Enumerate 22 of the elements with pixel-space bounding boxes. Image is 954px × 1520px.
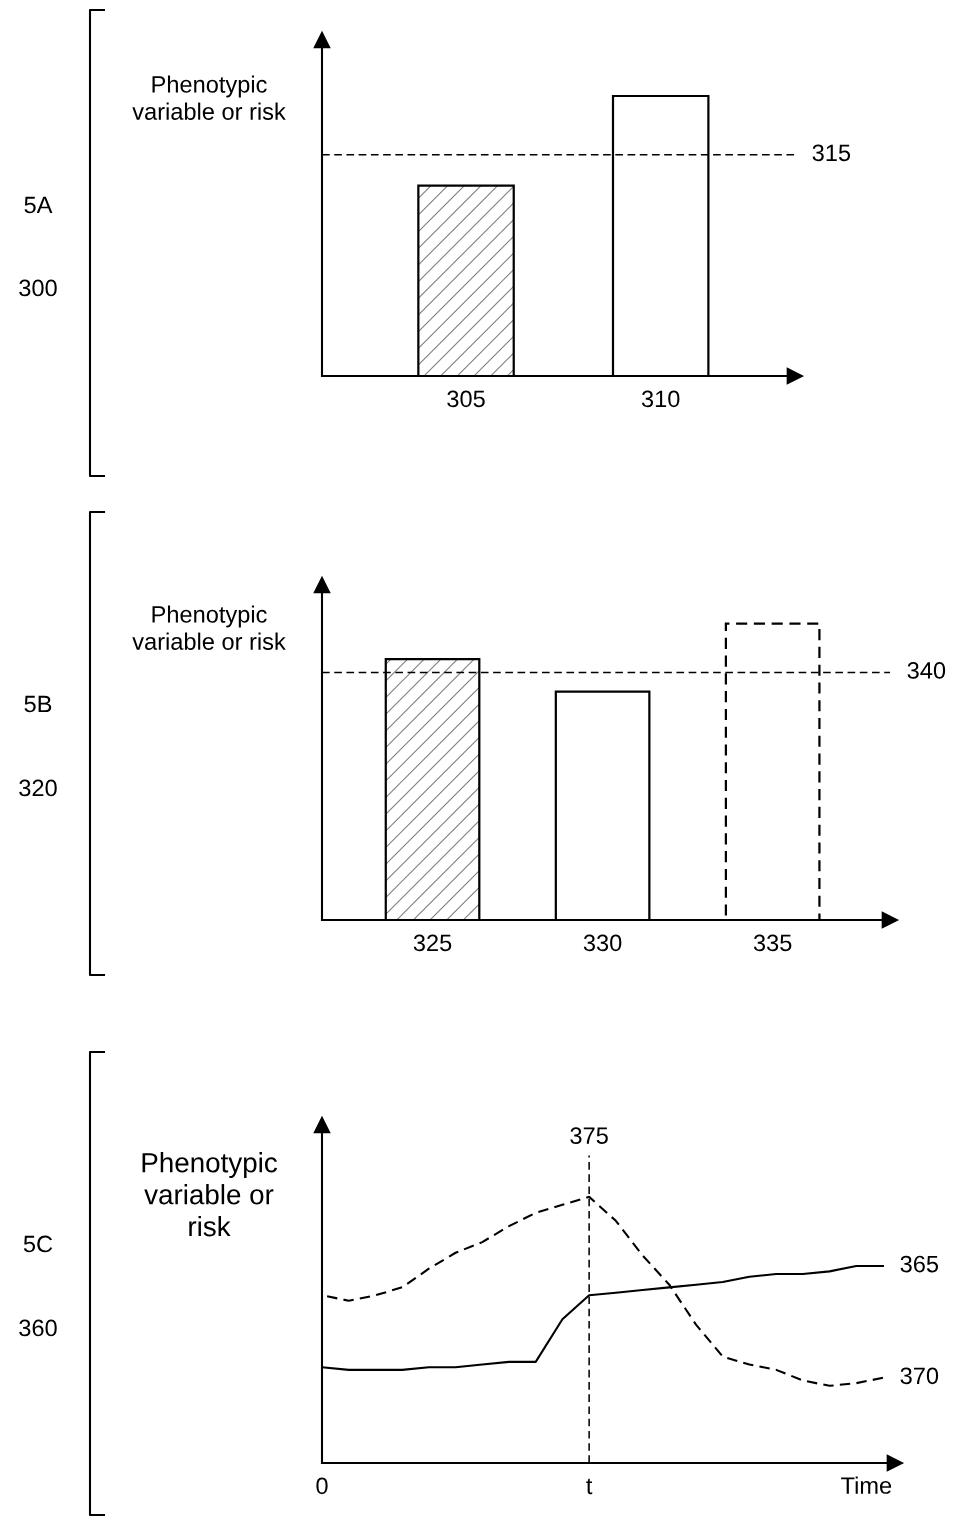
- x-tick-label: 310: [641, 390, 680, 408]
- x-tick-label: 335: [753, 934, 792, 952]
- text: 300: [19, 279, 57, 297]
- text: 5A: [24, 196, 53, 214]
- x-tick-label: 330: [583, 934, 622, 952]
- text: 320: [19, 779, 57, 797]
- y-axis-title: Phenotypic variable or risk: [132, 605, 286, 650]
- x-tick-label: 0: [316, 1477, 328, 1495]
- x-tick-label: t: [586, 1478, 593, 1495]
- y-axis-title: Phenotypic variable or risk: [142, 1152, 277, 1237]
- x-tick-label: 325: [413, 934, 452, 952]
- text: 340: [907, 662, 946, 679]
- x-axis-title: Time: [841, 1476, 892, 1494]
- text: 315: [812, 144, 851, 162]
- x-tick-label: 305: [447, 390, 485, 408]
- text: 360: [19, 1319, 57, 1337]
- text: 5B: [24, 695, 52, 713]
- text: 5C: [23, 1235, 53, 1253]
- text: 375: [570, 1127, 608, 1144]
- y-axis-title: Phenotypic variable or risk: [132, 75, 286, 120]
- series-label: 370: [900, 1367, 939, 1385]
- series-label: 365: [900, 1255, 939, 1273]
